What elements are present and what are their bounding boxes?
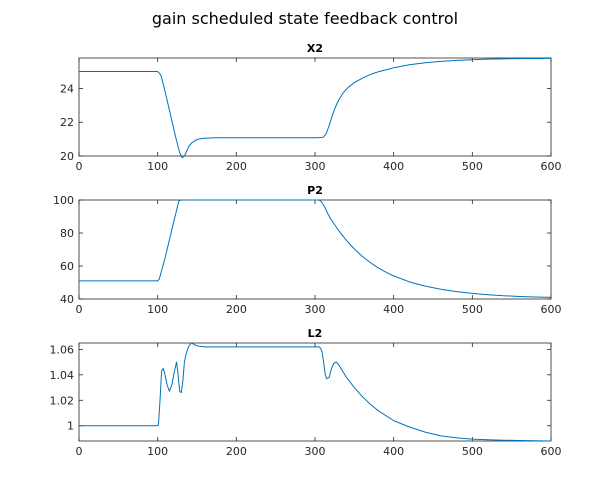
series-line (79, 342, 552, 442)
y-tick-label: 1 (67, 420, 74, 433)
x-tick-label: 300 (305, 160, 326, 173)
x-tick-label: 600 (541, 445, 562, 458)
subplot-p2: P2 0 100 200 300 400 500 600 40 60 80 100 (53, 184, 562, 316)
subplot-title: X2 (307, 42, 323, 55)
series-line (79, 199, 552, 298)
x-tick-label: 400 (383, 160, 404, 173)
y-tick-label: 20 (60, 150, 74, 163)
x-tick-label: 100 (147, 445, 168, 458)
x-tick-label: 300 (305, 303, 326, 316)
x-tick-label: 400 (383, 445, 404, 458)
y-tick-label: 80 (60, 227, 74, 240)
plot-area (78, 57, 552, 157)
x-tick-label: 500 (462, 445, 483, 458)
y-tick-label: 1.02 (50, 394, 75, 407)
y-tick-label: 1.06 (50, 343, 75, 356)
x-tick-label: 500 (462, 303, 483, 316)
x-tick-label: 0 (76, 303, 83, 316)
x-tick-label: 300 (305, 445, 326, 458)
y-tick-label: 22 (60, 116, 74, 129)
x-tick-label: 0 (76, 445, 83, 458)
subplot-title: P2 (307, 184, 323, 197)
x-tick-label: 0 (76, 160, 83, 173)
figure-title: gain scheduled state feedback control (152, 9, 458, 28)
x-tick-label: 100 (147, 160, 168, 173)
x-tick-label: 400 (383, 303, 404, 316)
x-tick-label: 200 (226, 303, 247, 316)
subplot-x2: X2 0 100 200 300 400 500 600 20 22 24 (60, 42, 562, 173)
y-tick-label: 24 (60, 82, 74, 95)
y-tick-label: 40 (60, 293, 74, 306)
x-tick-label: 600 (541, 160, 562, 173)
series-line (79, 57, 552, 159)
plot-area (78, 199, 552, 300)
y-tick-label: 60 (60, 260, 74, 273)
x-tick-label: 500 (462, 160, 483, 173)
x-tick-label: 200 (226, 160, 247, 173)
y-tick-label: 1.04 (50, 369, 75, 382)
subplot-l2: L2 0 100 200 300 400 500 600 1 1.02 1.04 1.06 (50, 327, 562, 458)
plot-area (78, 342, 552, 442)
x-tick-label: 600 (541, 303, 562, 316)
subplot-title: L2 (308, 327, 323, 340)
x-tick-label: 100 (147, 303, 168, 316)
x-tick-label: 200 (226, 445, 247, 458)
y-tick-label: 100 (53, 194, 74, 207)
